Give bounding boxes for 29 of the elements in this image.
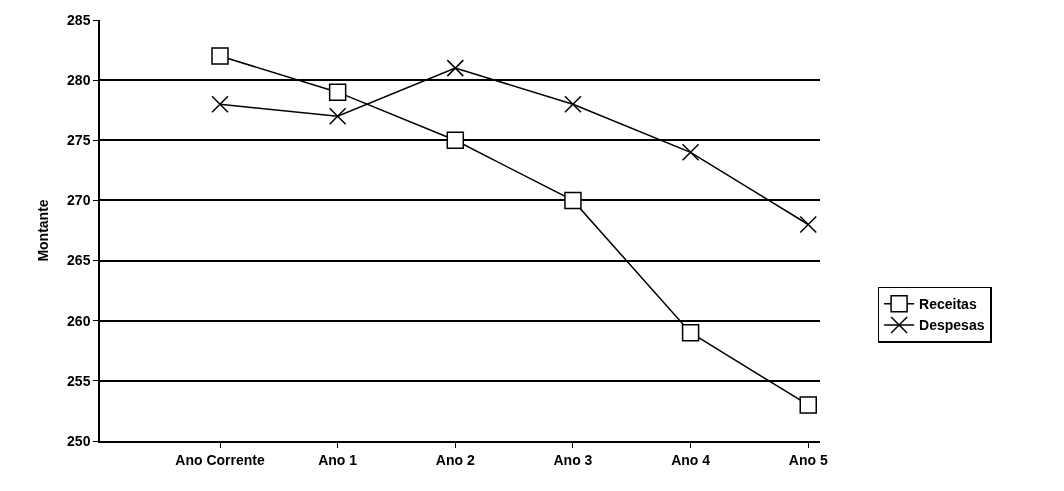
point — [211, 47, 229, 65]
y-tick-label: 270 — [67, 192, 91, 209]
point — [328, 83, 347, 101]
y-tick-label: 285 — [67, 11, 91, 28]
point — [799, 215, 817, 234]
y-tick-label: 280 — [67, 72, 91, 89]
x-tick-label: Ano 4 — [671, 451, 711, 468]
point — [328, 107, 347, 125]
y-tick-label: 260 — [67, 312, 91, 329]
point — [564, 191, 582, 210]
y-tick-label: 255 — [67, 372, 91, 389]
point — [446, 131, 465, 150]
point — [211, 95, 229, 113]
y-tick-label: 275 — [67, 132, 91, 149]
legend-label: Despesas — [919, 317, 985, 334]
y-tick-label: 250 — [67, 432, 91, 449]
x-tick-label: Ano 5 — [788, 451, 828, 468]
x-tick-label: Ano 2 — [435, 451, 475, 468]
legend-label: Receitas — [919, 296, 977, 313]
point — [681, 143, 700, 162]
x-tick-label: Ano 1 — [318, 451, 358, 468]
point — [681, 323, 700, 342]
y-tick-label: 265 — [67, 252, 91, 269]
x-tick-label: Ano Corrente — [175, 451, 265, 468]
x-tick-label: Ano 3 — [553, 451, 593, 468]
y-axis-title: Montante — [35, 199, 52, 262]
point — [446, 59, 465, 77]
point — [799, 396, 817, 414]
point — [564, 95, 582, 113]
